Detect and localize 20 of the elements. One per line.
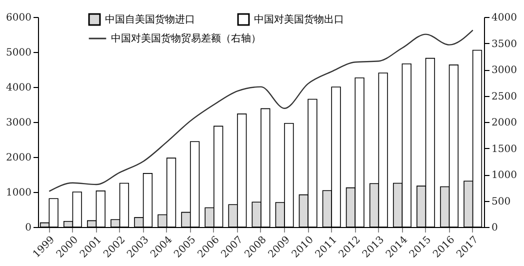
y2-tick-label: 4000	[492, 12, 517, 24]
y-tick-label: 6000	[6, 12, 32, 24]
y-tick-label: 4000	[6, 82, 32, 94]
y-tick-label: 0	[25, 222, 32, 234]
y2-tick-label: 1500	[492, 144, 517, 155]
y2-tick-label: 1000	[492, 170, 517, 181]
y-tick-label: 1000	[6, 188, 32, 198]
y2-tick-label: 2000	[492, 118, 517, 128]
y2-tick-label: 3000	[492, 65, 517, 76]
legend-label: 中国自美国货物进口	[105, 14, 195, 26]
line-series	[48, 30, 474, 192]
legend-label: 中国对美国货物贸易差额（右轴）	[111, 32, 261, 44]
legend-label: 中国对美国货物出口	[254, 14, 344, 26]
y2-tick-label: 0	[492, 222, 498, 234]
y-tick-label: 5000	[6, 48, 32, 58]
y2-tick-label: 500	[492, 196, 511, 208]
y2-tick-label: 3500	[492, 38, 517, 50]
y2-tick-label: 2500	[492, 91, 517, 102]
y-tick-label: 3000	[6, 118, 32, 128]
y-tick-label: 2000	[6, 152, 32, 164]
